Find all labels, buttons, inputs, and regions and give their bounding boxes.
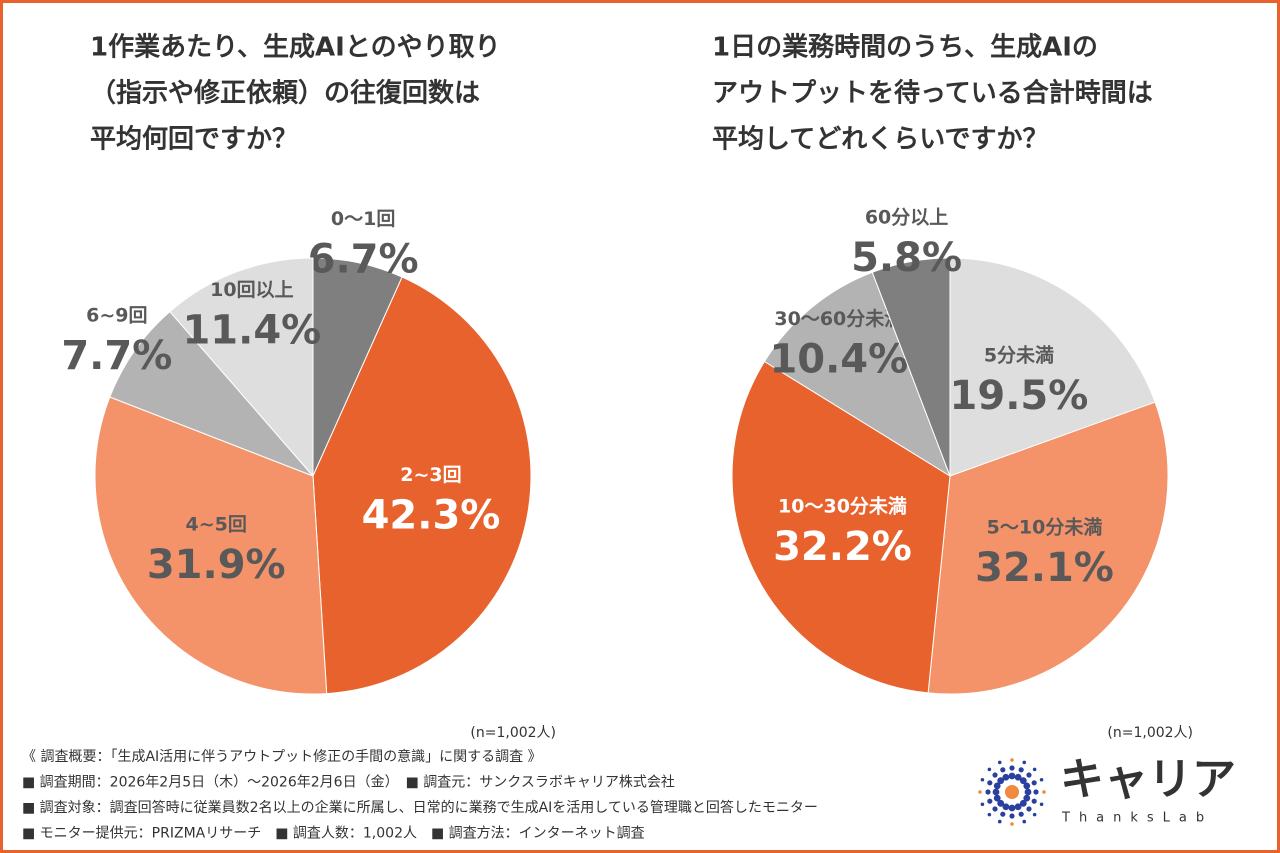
logo-dot — [980, 777, 985, 782]
slice-value: 6.7% — [308, 236, 419, 282]
slice-value: 32.1% — [975, 545, 1114, 591]
logo-dot — [1032, 767, 1037, 772]
slice-category: 2~3回 — [400, 464, 461, 486]
slice-value: 7.7% — [61, 333, 172, 379]
chart-title: 平均してどれくらいですか？ — [712, 125, 1048, 155]
logo-dot — [1039, 802, 1044, 807]
footer-line: ■ 調査対象：調査回答時に従業員数2名以上の企業に所属し、日常的に業務で生成AI… — [22, 799, 818, 816]
logo-dot — [1010, 822, 1014, 826]
logo-dot — [978, 790, 982, 794]
logo-dot — [993, 794, 1001, 802]
logo-dot — [1023, 794, 1031, 802]
pie-slice — [312, 276, 532, 695]
logo-dot — [997, 799, 1005, 807]
logo-dot — [1014, 803, 1022, 811]
logo-dot — [1002, 773, 1010, 781]
pie-slice — [927, 401, 1169, 695]
slice-category: 4~5回 — [186, 513, 247, 535]
slice-category: 10回以上 — [210, 279, 293, 301]
logo-dot — [1002, 803, 1010, 811]
logo-dot — [985, 789, 991, 795]
logo-dot — [1009, 813, 1015, 819]
logo-sub: ThanksLab — [1061, 811, 1213, 826]
slice-category: 5〜10分未満 — [987, 515, 1103, 538]
slice-category: 0〜1回 — [331, 208, 395, 230]
logo-dot — [997, 777, 1005, 785]
logo-dot — [1018, 811, 1024, 817]
slice-value: 19.5% — [950, 373, 1089, 419]
slice-category: 60分以上 — [865, 207, 948, 229]
slice-category: 30〜60分未満 — [774, 307, 903, 330]
slice-value: 10.4% — [769, 337, 908, 383]
logo-dot — [1019, 799, 1027, 807]
logo-dot — [1000, 767, 1006, 773]
logo-dot — [1014, 773, 1022, 781]
pie-slice — [763, 271, 951, 478]
logo-dot — [1026, 772, 1032, 778]
pie-slice — [94, 396, 328, 695]
logo-dot — [1039, 777, 1044, 782]
logo-dot — [992, 788, 1000, 796]
pie-slice — [949, 257, 1156, 477]
chart-title: アウトプットを待っている合計時間は — [712, 78, 1153, 109]
logo-dot — [1024, 788, 1032, 796]
slice-value: 32.2% — [773, 524, 912, 570]
logo-dot — [1042, 790, 1046, 794]
logo-dot — [992, 772, 998, 778]
logo-dot — [980, 802, 985, 807]
slice-category: 6~9回 — [86, 305, 147, 327]
chart-title: 1日の業務時間のうち、生成AIの — [712, 33, 1098, 63]
logo-dot — [1022, 819, 1027, 824]
logo-dot — [987, 780, 993, 786]
pie-slice — [731, 360, 951, 694]
logo-dot — [1033, 789, 1039, 795]
pie-slice — [109, 310, 314, 477]
sample-note: (n=1,002人) — [1107, 725, 1193, 741]
logo-name: キャリア — [1060, 754, 1236, 805]
chart-title: （指示や修正依頼）の往復回数は — [90, 78, 480, 109]
logo-mark — [978, 758, 1046, 826]
logo-dot — [1019, 777, 1027, 785]
pie-slice — [871, 257, 951, 477]
logo-dot — [987, 812, 992, 817]
logo-dot — [1023, 782, 1031, 790]
logo-dot — [1000, 811, 1006, 817]
logo-dot — [1018, 767, 1024, 773]
slice-value: 31.9% — [147, 542, 286, 588]
logo-dot — [1031, 780, 1037, 786]
logo-dot — [1008, 772, 1016, 780]
slice-value: 42.3% — [362, 492, 501, 538]
logo-dot — [1022, 760, 1027, 765]
chart-title: 平均何回ですか？ — [90, 125, 298, 155]
slice-value: 11.4% — [182, 308, 321, 354]
logo-dot — [1031, 798, 1037, 804]
logo-dot — [1008, 804, 1016, 812]
chart-title: 1作業あたり、生成AIとのやり取り — [90, 33, 501, 63]
logo-dot — [1009, 765, 1015, 771]
logo-dot — [997, 819, 1002, 824]
logo-dot — [997, 760, 1002, 765]
slice-category: 10〜30分未満 — [778, 495, 907, 518]
footer-line: ■ 調査期間：2026年2月5日（木）～2026年2月6日（金） ■ 調査元：サ… — [22, 775, 675, 791]
footer-line: ■ モニター提供元：PRIZMAリサーチ ■ 調査人数：1,002人 ■ 調査方… — [22, 826, 645, 842]
logo-dot — [1010, 758, 1014, 762]
logo-dot — [987, 798, 993, 804]
footer-line: 《 調査概要：「生成AI活用に伴うアウトプット修正の手間の意識」に関する調査 》 — [22, 748, 542, 765]
sample-note: (n=1,002人) — [470, 725, 556, 741]
logo-dot — [1026, 806, 1032, 812]
slice-category: 5分未満 — [984, 343, 1054, 366]
logo-dot — [987, 767, 992, 772]
slice-value: 5.8% — [851, 235, 962, 281]
logo-dot — [993, 782, 1001, 790]
pie-slice — [169, 257, 314, 478]
logo-dot — [1032, 812, 1037, 817]
logo-dot — [992, 806, 998, 812]
